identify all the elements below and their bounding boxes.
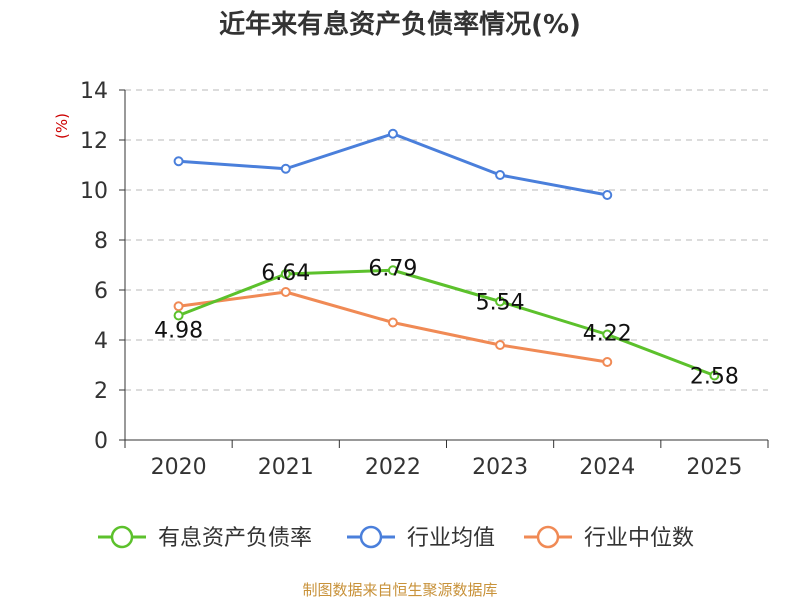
data-point[interactable]: [387, 265, 398, 276]
legend-item-1[interactable]: 行业均值: [347, 525, 495, 551]
data-point[interactable]: [495, 170, 506, 180]
series-line-0: [178, 268, 715, 377]
legend-marker: [536, 525, 560, 549]
y-tick-label: 14: [80, 79, 108, 104]
y-axis-unit: (%): [53, 113, 71, 139]
data-point[interactable]: [387, 128, 398, 139]
legend-item-0[interactable]: 有息资产负债率: [98, 525, 312, 551]
data-point[interactable]: [387, 317, 398, 328]
y-tick-label: 10: [80, 179, 108, 204]
legend-marker: [359, 525, 383, 549]
y-tick-label: 6: [94, 279, 108, 304]
data-point[interactable]: [495, 340, 506, 350]
grid-lines: [125, 89, 768, 391]
data-label: 4.22: [583, 322, 632, 347]
x-tick-label: 2024: [579, 455, 635, 480]
y-tick-label: 4: [94, 329, 108, 354]
x-tick-label: 2021: [258, 455, 314, 480]
data-point[interactable]: [602, 329, 613, 340]
data-point[interactable]: [173, 156, 184, 167]
data-point[interactable]: [602, 190, 613, 200]
legend-label: 有息资产负债率: [158, 526, 312, 551]
legend-label: 行业均值: [407, 526, 495, 551]
data-point[interactable]: [280, 269, 291, 279]
data-point[interactable]: [280, 163, 291, 174]
data-label: 6.79: [368, 256, 417, 281]
data-point[interactable]: [280, 287, 291, 297]
y-tick-label: 12: [80, 129, 108, 154]
data-point[interactable]: [173, 301, 184, 312]
data-label: 4.98: [154, 319, 203, 344]
data-label: 2.58: [690, 365, 739, 390]
data-point[interactable]: [173, 310, 184, 321]
data-label: 6.64: [261, 261, 310, 286]
legend-item-2[interactable]: 行业中位数: [524, 525, 694, 551]
legend-marker: [110, 525, 134, 549]
data-label: 5.54: [476, 291, 525, 316]
y-tick-label: 2: [94, 379, 108, 404]
x-tick-label: 2023: [472, 455, 528, 480]
x-tick-label: 2020: [151, 455, 207, 480]
data-point[interactable]: [495, 296, 506, 307]
legend-label: 行业中位数: [584, 526, 694, 551]
x-tick-label: 2025: [686, 455, 742, 480]
series-group: 4.98 6.64 6.79 5.54 4.22 2.58: [154, 128, 739, 390]
axes: [119, 89, 769, 448]
source-note: 制图数据来自恒生聚源数据库: [302, 581, 497, 599]
legend[interactable]: 有息资产负债率 行业均值 行业中位数: [98, 525, 694, 551]
chart-title: 近年来有息资产负债率情况(%): [219, 9, 581, 40]
data-point[interactable]: [602, 357, 613, 367]
tick-labels: 0 2 4 6 8 10 12 14 2020 2021 2022 2023 2024 2025: [80, 79, 742, 480]
y-tick-label: 8: [94, 229, 108, 254]
y-tick-label: 0: [94, 429, 108, 454]
data-point[interactable]: [709, 370, 720, 381]
series-line-1: [178, 132, 608, 197]
x-tick-label: 2022: [365, 455, 421, 480]
